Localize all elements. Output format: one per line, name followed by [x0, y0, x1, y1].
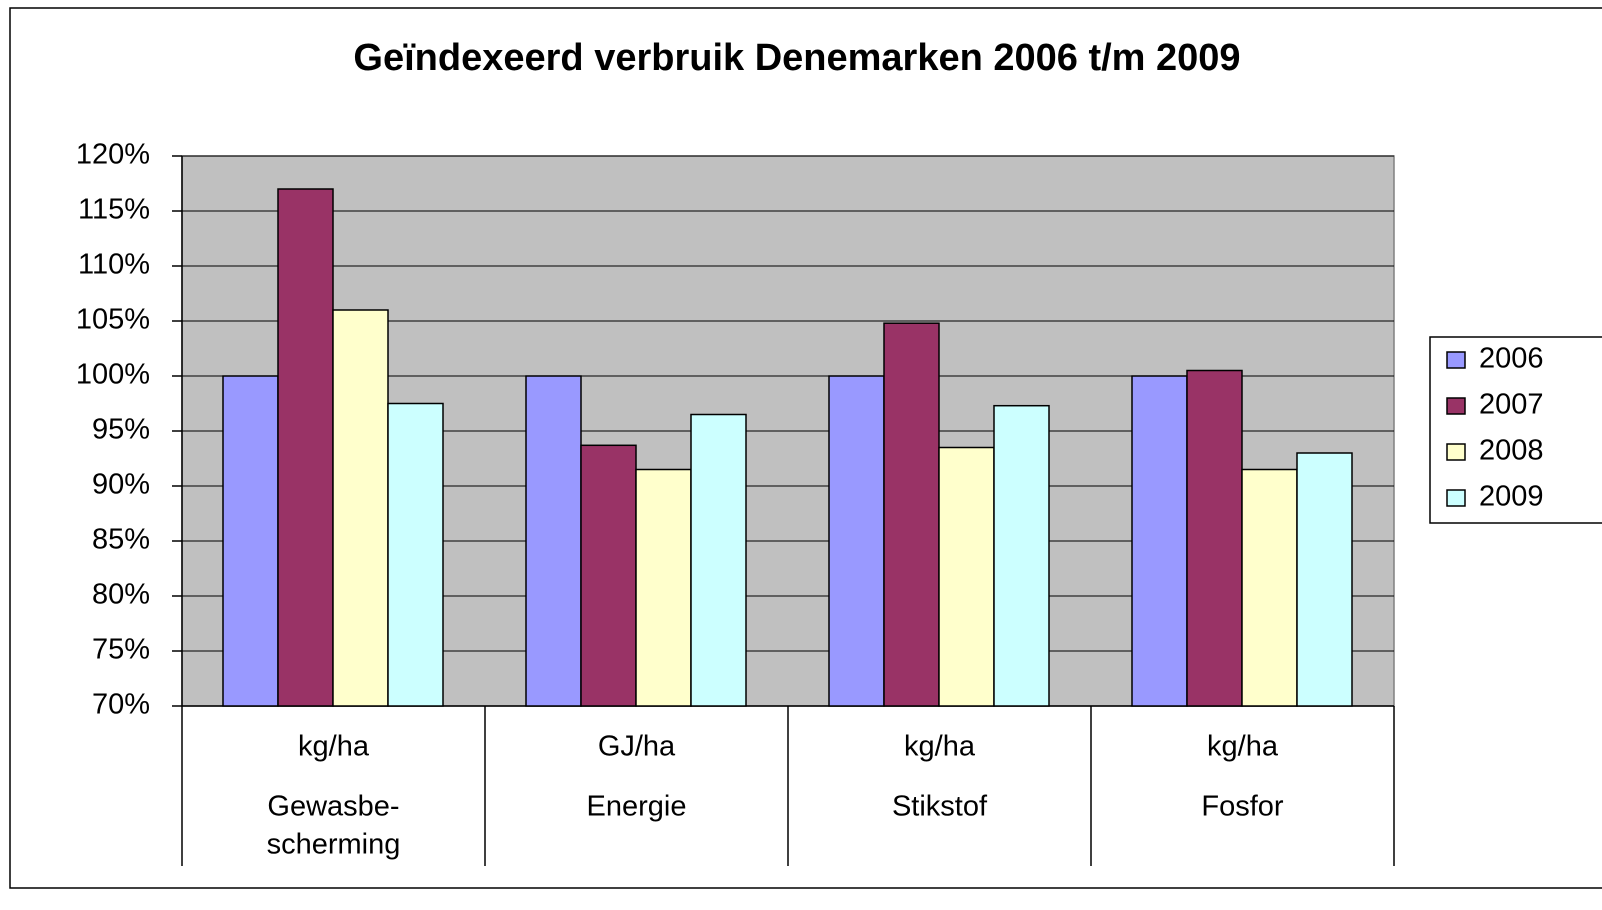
bar [525, 375, 582, 707]
legend-swatch [1446, 397, 1466, 415]
y-tick-label: 75% [92, 634, 150, 666]
x-tick-label: Stikstof [892, 791, 988, 823]
y-tick-label: 105% [76, 304, 150, 336]
y-tick-label: 90% [92, 469, 150, 501]
legend-label: 2009 [1479, 481, 1544, 513]
bar [828, 375, 885, 707]
legend-label: 2007 [1479, 389, 1544, 421]
bar [1241, 468, 1298, 707]
bar [690, 413, 747, 707]
x-tick-label: GJ/ha [598, 731, 676, 763]
x-tick-label: kg/ha [298, 731, 370, 763]
y-tick-label: 85% [92, 524, 150, 556]
x-tick-label: Gewasbe- [267, 791, 399, 823]
x-tick-label: Fosfor [1201, 791, 1284, 823]
x-tick-label: kg/ha [904, 731, 976, 763]
bar [580, 444, 637, 707]
bar [1296, 452, 1353, 707]
bar [883, 322, 940, 707]
y-tick-label: 80% [92, 579, 150, 611]
legend-swatch [1446, 443, 1466, 461]
bar [993, 404, 1050, 707]
x-tick-label: kg/ha [1207, 731, 1279, 763]
y-tick-label: 120% [76, 139, 150, 171]
x-tick-label: Energie [587, 791, 687, 823]
bar [277, 188, 334, 707]
bar [222, 375, 279, 707]
legend-label: 2008 [1479, 435, 1544, 467]
legend-swatch [1446, 489, 1466, 507]
y-tick-label: 100% [76, 359, 150, 391]
bar [387, 402, 444, 707]
legend-label: 2006 [1479, 343, 1544, 375]
bar [635, 468, 692, 707]
bar [1186, 369, 1243, 707]
bar [332, 309, 389, 707]
x-tick-label: scherming [267, 829, 401, 861]
y-tick-label: 115% [78, 194, 150, 226]
y-tick-label: 70% [92, 689, 150, 721]
chart-title: Geïndexeerd verbruik Denemarken 2006 t/m… [353, 37, 1240, 79]
bar [938, 446, 995, 707]
legend-swatch [1446, 351, 1466, 369]
bar [1131, 375, 1188, 707]
y-tick-label: 95% [92, 414, 150, 446]
y-tick-label: 110% [78, 249, 150, 281]
